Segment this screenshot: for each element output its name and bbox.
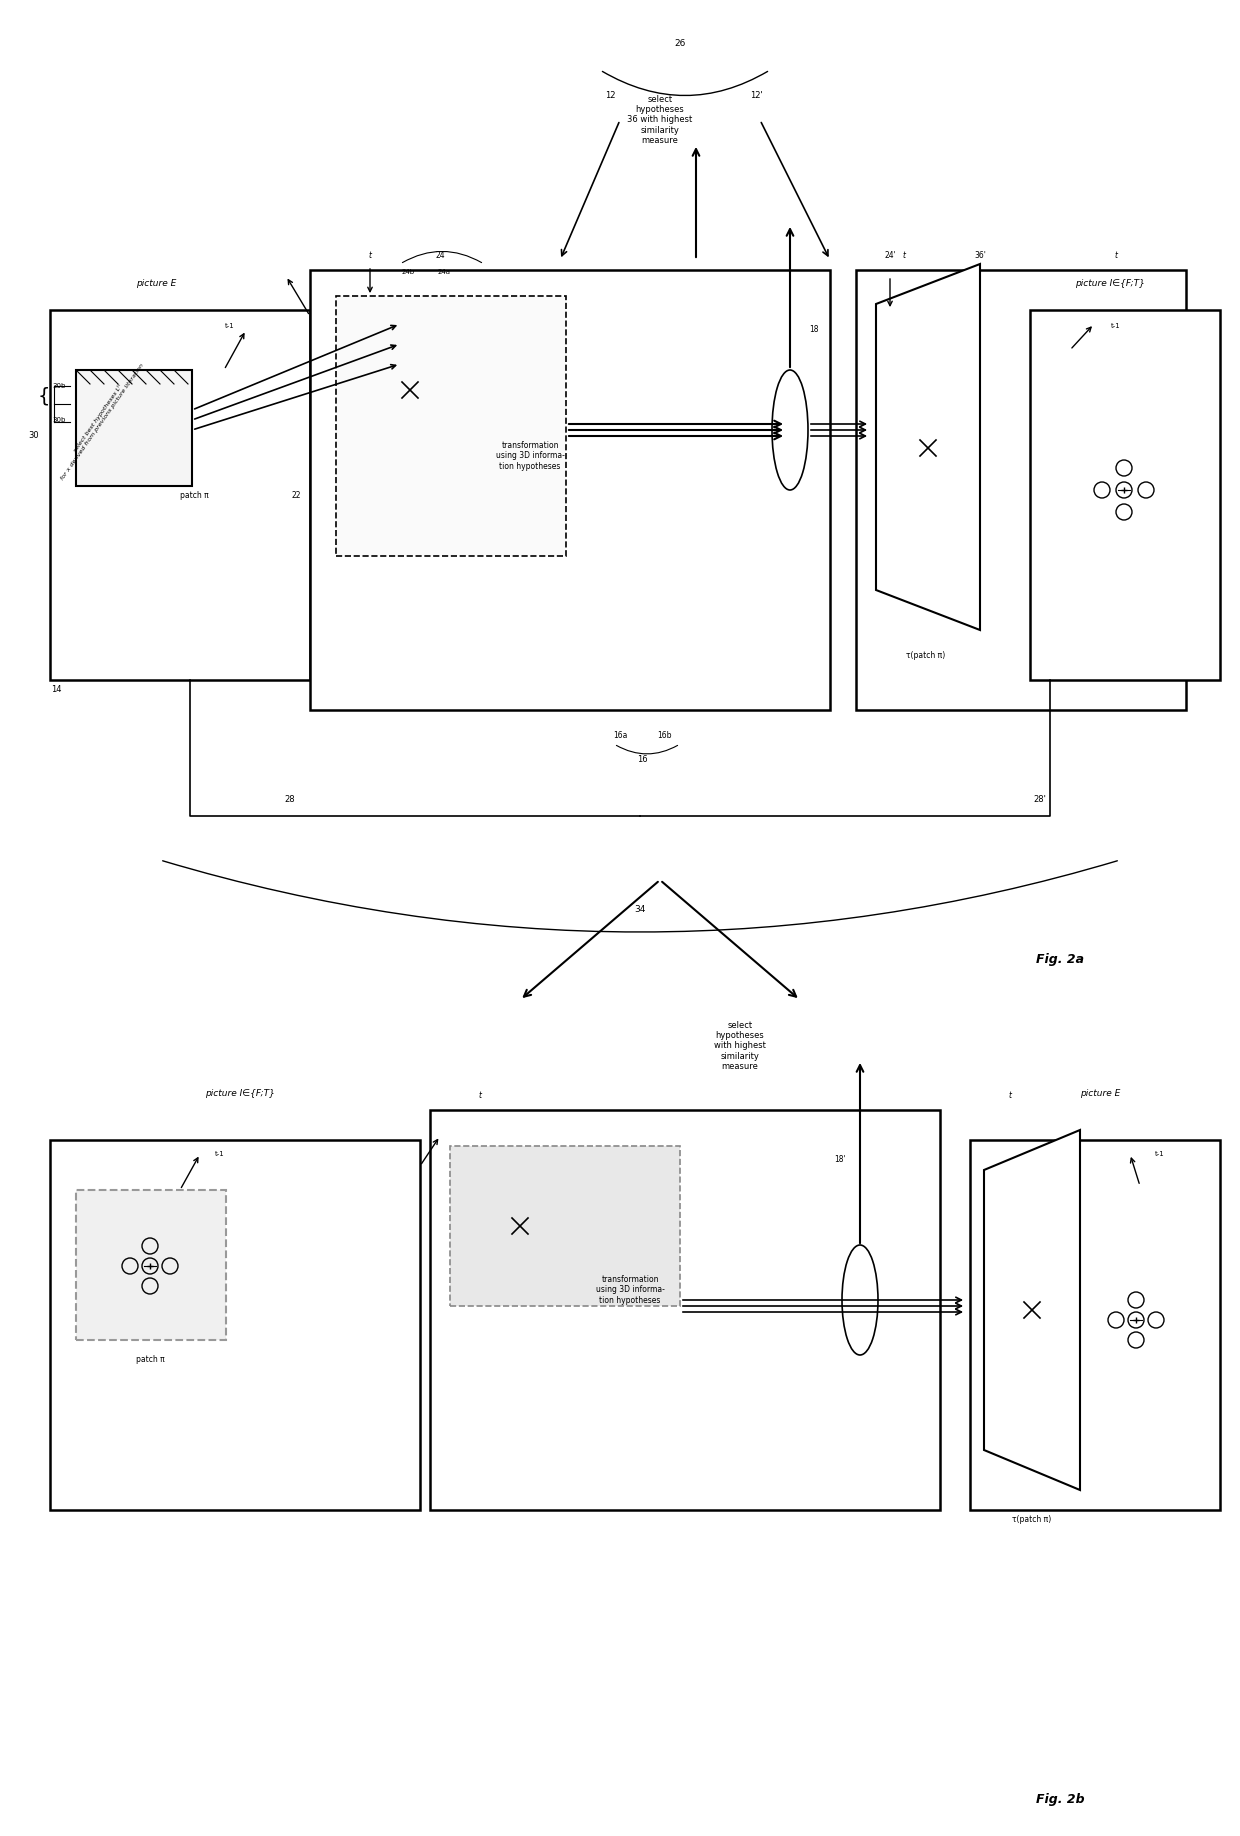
Text: 16b: 16b [657, 731, 671, 740]
Text: 16: 16 [636, 755, 647, 764]
Text: t-1: t-1 [226, 323, 234, 329]
Text: 30b: 30b [52, 384, 66, 389]
Text: 22: 22 [291, 492, 301, 501]
Polygon shape [985, 1129, 1080, 1491]
Ellipse shape [773, 371, 808, 490]
Text: {: { [37, 387, 50, 406]
Bar [970, 1140, 1220, 1509]
Bar [336, 296, 565, 556]
Text: 26: 26 [675, 40, 686, 48]
Text: patch π: patch π [180, 492, 208, 501]
Text: transformation
using 3D informa-
tion hypotheses: transformation using 3D informa- tion hy… [496, 441, 564, 470]
Text: patch π: patch π [135, 1355, 165, 1364]
Text: 14: 14 [51, 685, 61, 694]
Text: t: t [1008, 1091, 1012, 1100]
Polygon shape [875, 264, 980, 630]
Text: 30: 30 [29, 431, 40, 441]
Text: select
hypotheses
36 with highest
similarity
measure: select hypotheses 36 with highest simila… [627, 95, 693, 145]
Ellipse shape [842, 1245, 878, 1355]
Text: t: t [1115, 252, 1117, 261]
Bar [76, 1190, 226, 1340]
Bar [50, 1140, 420, 1509]
Text: picture E: picture E [136, 279, 176, 288]
Bar [856, 270, 1185, 711]
Text: Fig. 2a: Fig. 2a [1035, 953, 1084, 966]
Bar [450, 1146, 680, 1305]
Text: transformation
using 3D informa-
tion hypotheses: transformation using 3D informa- tion hy… [595, 1274, 665, 1305]
Text: select
hypotheses
with highest
similarity
measure: select hypotheses with highest similarit… [714, 1021, 766, 1070]
Text: t: t [903, 252, 905, 261]
Text: 24b: 24b [402, 270, 414, 275]
Text: Fig. 2b: Fig. 2b [1035, 1794, 1084, 1807]
Text: picture I∈{F;T}: picture I∈{F;T} [205, 1089, 275, 1098]
Text: τ(patch π): τ(patch π) [906, 652, 946, 661]
Text: 12': 12' [750, 92, 763, 101]
Text: t-1: t-1 [1156, 1151, 1164, 1157]
Text: 28: 28 [285, 795, 295, 804]
Text: 18: 18 [810, 325, 818, 334]
Text: 24a: 24a [438, 270, 450, 275]
Text: t: t [368, 252, 372, 261]
Text: picture E: picture E [1080, 1089, 1120, 1098]
Text: 34: 34 [635, 905, 646, 914]
Text: t: t [479, 1091, 481, 1100]
Bar [76, 371, 192, 487]
Text: 36': 36' [975, 252, 986, 261]
Text: 18': 18' [835, 1155, 846, 1164]
Bar [50, 310, 310, 679]
Text: picture I∈{F;T}: picture I∈{F;T} [1075, 279, 1145, 288]
Bar [430, 1111, 940, 1509]
Bar [1030, 310, 1220, 679]
Text: 16a: 16a [613, 731, 627, 740]
Text: t-1: t-1 [1111, 323, 1121, 329]
Bar [310, 270, 830, 711]
Text: t-1: t-1 [215, 1151, 224, 1157]
Text: 28': 28' [1034, 795, 1047, 804]
Text: select best hypotheses Lᴴ
for x derived from previons picture literation: select best hypotheses Lᴴ for x derived … [55, 358, 145, 481]
Text: 30b: 30b [52, 417, 66, 422]
Text: 24': 24' [884, 252, 895, 261]
Text: τ(patch π): τ(patch π) [1012, 1515, 1052, 1524]
Text: 12: 12 [605, 92, 615, 101]
Text: 24: 24 [435, 252, 445, 261]
